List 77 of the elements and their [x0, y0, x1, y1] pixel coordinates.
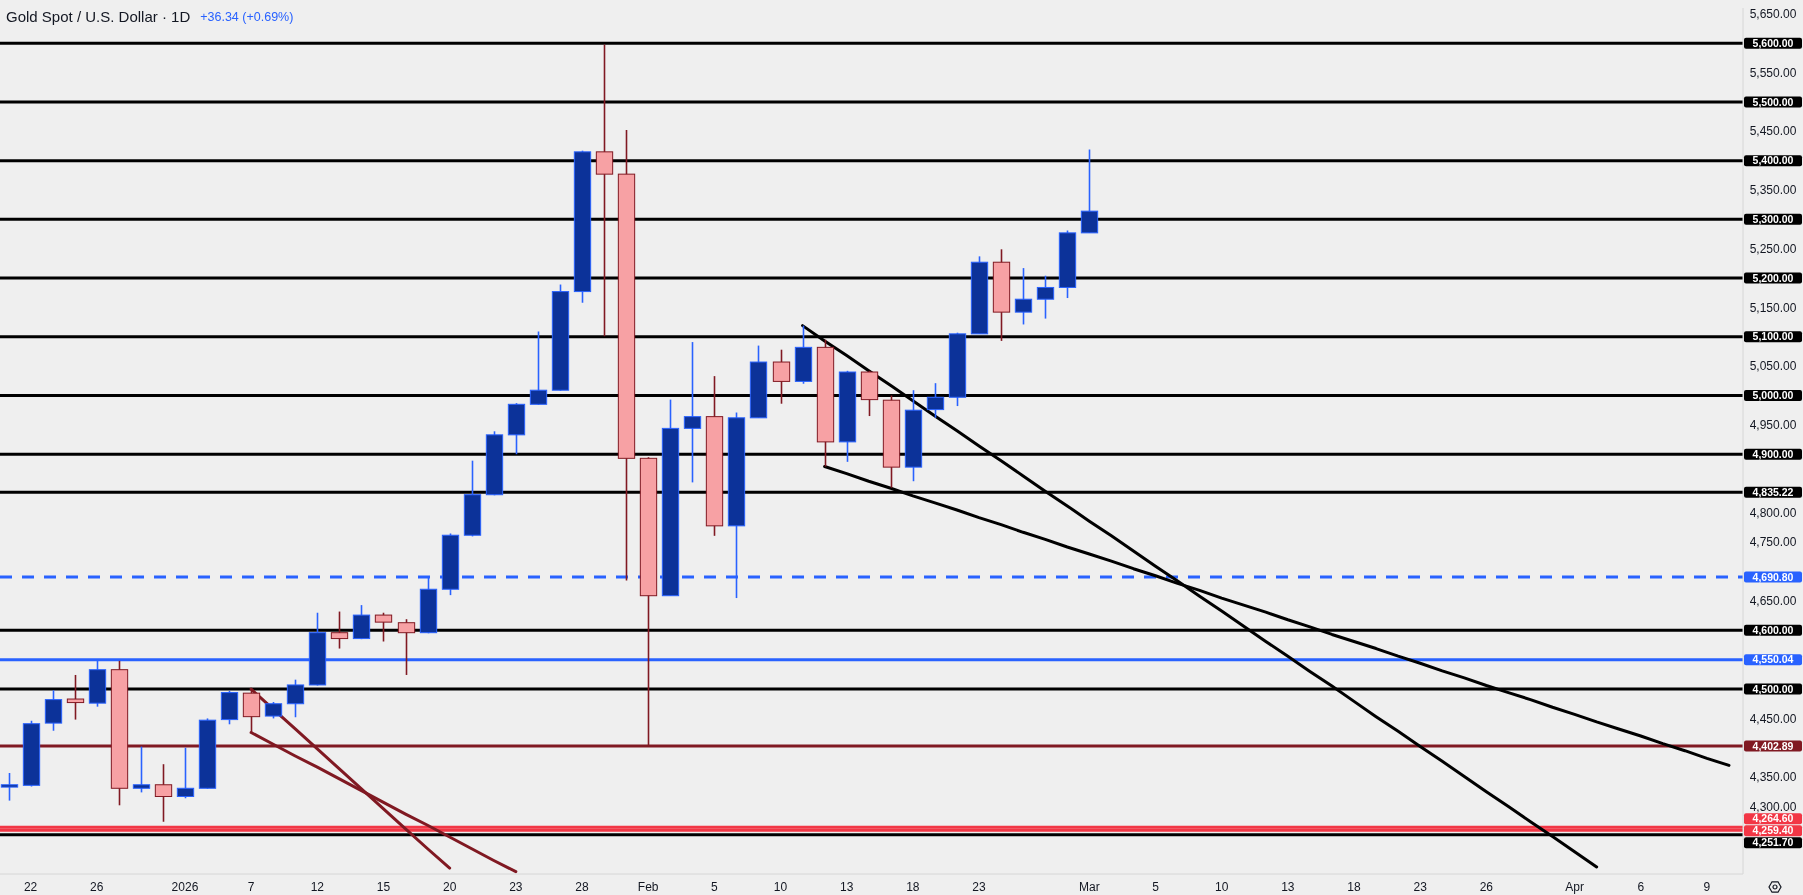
y-tick-label: 4,950.00 — [1749, 418, 1797, 433]
candlestick — [683, 341, 702, 484]
x-tick-label: 5 — [1152, 880, 1160, 895]
y-tick-label: 5,050.00 — [1749, 359, 1797, 374]
candlestick — [154, 763, 173, 823]
x-tick-label: 6 — [1637, 880, 1645, 895]
ref-line-label: 5,600.00 — [1752, 36, 1794, 49]
x-tick-label: 15 — [376, 880, 391, 895]
x-tick-label: 28 — [575, 880, 589, 895]
candlestick — [66, 674, 85, 721]
x-tick-label: 18 — [906, 880, 920, 895]
candlestick — [926, 382, 945, 419]
ref-line-label: 5,100.00 — [1752, 330, 1794, 343]
x-tick-label: 5 — [711, 880, 718, 895]
x-tick-label: 23 — [1413, 880, 1428, 895]
y-tick-label: 5,150.00 — [1749, 300, 1797, 315]
ref-line-label: 4,900.00 — [1752, 447, 1794, 460]
chart-title: Gold Spot / U.S. Dollar · 1D — [6, 8, 191, 26]
x-tick-label: Mar — [1078, 880, 1100, 895]
x-tick-label: 26 — [1479, 880, 1494, 895]
candlestick — [176, 746, 195, 800]
candlestick — [595, 43, 614, 337]
y-tick-label: 4,650.00 — [1749, 594, 1797, 609]
x-tick-label: 13 — [840, 880, 854, 895]
candlestick — [132, 745, 151, 794]
candlestick — [772, 348, 791, 405]
x-tick-label: Feb — [637, 880, 659, 895]
ref-line-label: 4,259.40 — [1752, 824, 1794, 837]
ref-line-label: 5,200.00 — [1752, 271, 1794, 284]
ref-line-label: 4,251.70 — [1752, 836, 1794, 849]
ref-line-label: 4,550.04 — [1752, 653, 1794, 666]
x-tick-label: 22 — [23, 880, 38, 895]
candlestick — [1036, 274, 1055, 320]
ref-line-label: 5,000.00 — [1752, 389, 1794, 402]
x-tick-label: 18 — [1347, 880, 1362, 895]
ref-line-label: 4,500.00 — [1752, 682, 1794, 695]
x-tick-label: 12 — [310, 880, 325, 895]
y-tick-label: 5,350.00 — [1749, 183, 1797, 198]
x-tick-label: 10 — [1214, 880, 1229, 895]
y-tick-label: 5,250.00 — [1749, 241, 1797, 256]
candlestick — [0, 772, 19, 802]
candlestick — [1014, 267, 1033, 326]
ref-line-label: 4,600.00 — [1752, 624, 1794, 637]
candlestick — [397, 618, 416, 676]
y-tick-label: 5,650.00 — [1749, 7, 1797, 22]
candlestick — [529, 330, 548, 406]
x-tick-label: 23 — [509, 880, 523, 895]
ref-line-label: 5,400.00 — [1752, 154, 1794, 167]
candlestick — [44, 689, 63, 732]
x-tick-label: 2026 — [171, 880, 199, 895]
y-tick-label: 5,450.00 — [1749, 124, 1797, 139]
ref-line-label: 5,300.00 — [1752, 213, 1794, 226]
x-tick-label: Apr — [1565, 880, 1584, 895]
candlestick — [286, 678, 305, 719]
x-tick-label: 13 — [1281, 880, 1295, 895]
ref-line-label: 4,690.80 — [1752, 570, 1794, 583]
candlestick — [374, 611, 393, 643]
candlestick — [352, 604, 371, 640]
x-tick-label: 23 — [972, 880, 987, 895]
candlestick — [1080, 148, 1099, 234]
ref-line-label: 5,500.00 — [1752, 95, 1794, 108]
chart-subtitle: +36.34 (+0.69%) — [200, 10, 294, 25]
ref-line-label: 4,835.22 — [1752, 485, 1794, 498]
x-tick-label: 26 — [90, 880, 104, 895]
y-tick-label: 4,450.00 — [1749, 711, 1797, 726]
y-tick-label: 5,550.00 — [1749, 65, 1797, 80]
ref-line-label: 4,402.89 — [1752, 739, 1794, 752]
y-tick-label: 4,300.00 — [1749, 799, 1797, 814]
x-tick-label: 20 — [442, 880, 457, 895]
x-tick-label: 9 — [1703, 880, 1711, 895]
y-tick-label: 4,800.00 — [1749, 506, 1797, 521]
x-tick-label: 10 — [773, 880, 788, 895]
y-tick-label: 4,750.00 — [1749, 535, 1797, 550]
candlestick — [330, 610, 349, 650]
x-tick-label: 7 — [247, 880, 255, 895]
y-tick-label: 4,350.00 — [1749, 770, 1797, 785]
ref-line-label: 4,264.60 — [1752, 812, 1794, 825]
